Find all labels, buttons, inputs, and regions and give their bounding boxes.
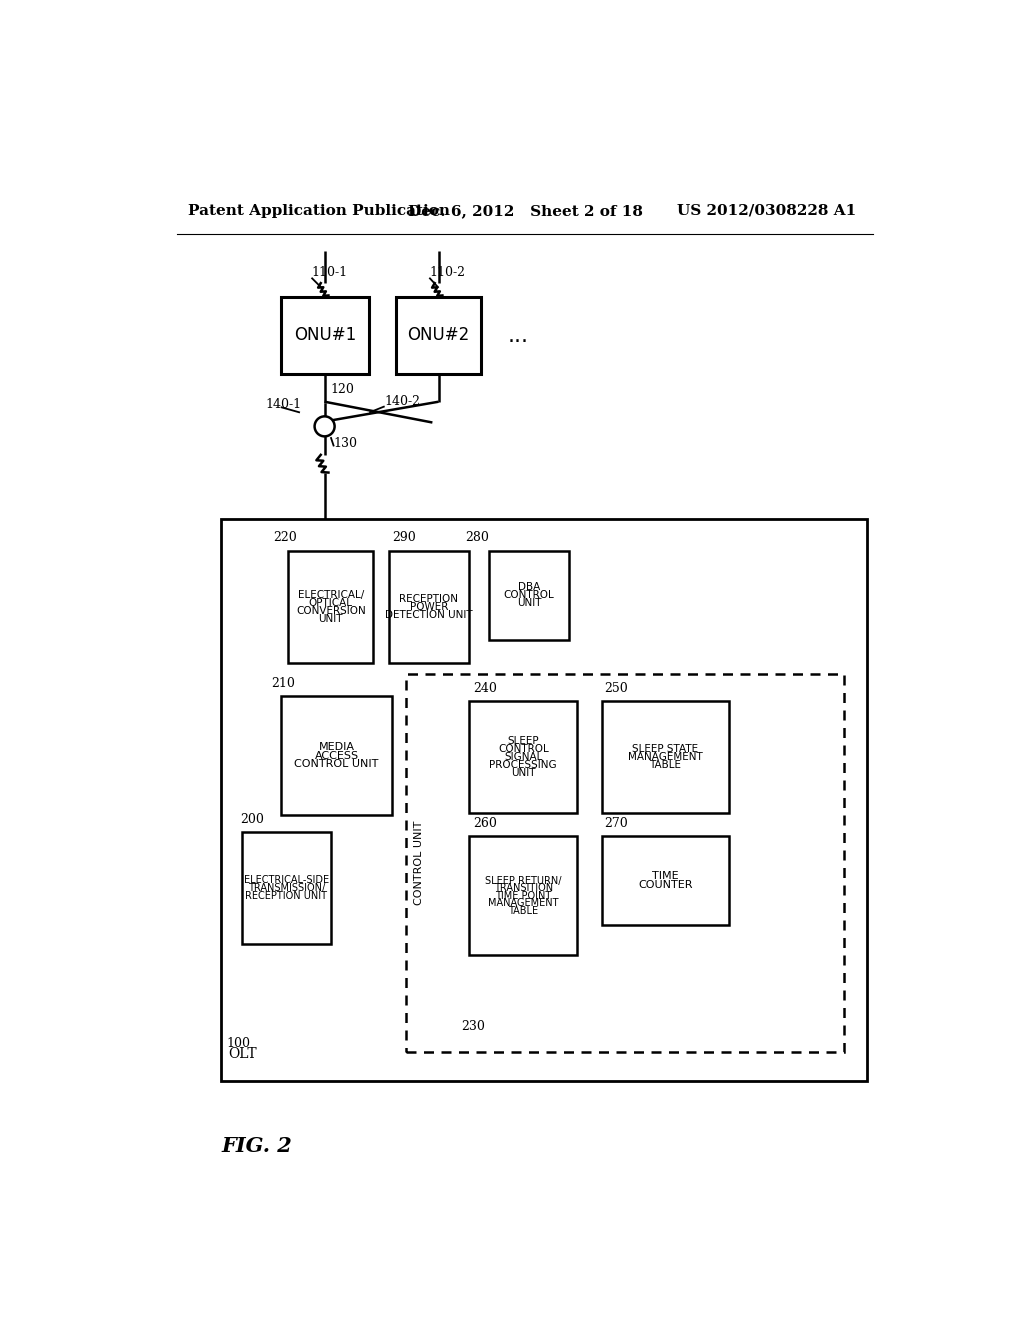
Text: 140-1: 140-1 — [265, 399, 301, 412]
FancyBboxPatch shape — [388, 552, 469, 663]
Text: 270: 270 — [604, 817, 628, 830]
Text: 210: 210 — [271, 677, 295, 690]
Text: CONTROL UNIT: CONTROL UNIT — [414, 821, 424, 906]
Text: SLEEP RETURN/: SLEEP RETURN/ — [485, 875, 561, 886]
Text: TABLE: TABLE — [649, 760, 681, 770]
Text: DETECTION UNIT: DETECTION UNIT — [385, 610, 473, 620]
Text: COUNTER: COUNTER — [638, 879, 692, 890]
Text: ONU#2: ONU#2 — [408, 326, 470, 345]
Text: RECEPTION UNIT: RECEPTION UNIT — [246, 891, 328, 900]
Text: OLT: OLT — [228, 1047, 257, 1061]
Text: 230: 230 — [462, 1020, 485, 1034]
Text: OPTICAL: OPTICAL — [309, 598, 352, 609]
Text: PROCESSING: PROCESSING — [489, 760, 557, 770]
Text: ONU#1: ONU#1 — [294, 326, 356, 345]
Text: 110-2: 110-2 — [429, 265, 465, 279]
Text: 120: 120 — [331, 383, 354, 396]
Text: RECEPTION: RECEPTION — [399, 594, 459, 603]
Text: MANAGEMENT: MANAGEMENT — [628, 752, 702, 762]
FancyBboxPatch shape — [281, 696, 392, 816]
FancyBboxPatch shape — [243, 832, 331, 944]
Text: CONTROL: CONTROL — [504, 590, 554, 601]
Text: SLEEP: SLEEP — [508, 737, 539, 746]
Text: 240: 240 — [473, 681, 497, 694]
Text: US 2012/0308228 A1: US 2012/0308228 A1 — [677, 203, 856, 218]
FancyBboxPatch shape — [281, 297, 370, 374]
Text: TABLE: TABLE — [508, 906, 539, 916]
Text: UNIT: UNIT — [318, 614, 343, 624]
Text: ...: ... — [508, 326, 528, 346]
Text: 250: 250 — [604, 681, 628, 694]
FancyBboxPatch shape — [469, 836, 578, 956]
Text: SIGNAL: SIGNAL — [504, 752, 543, 762]
Text: CONTROL UNIT: CONTROL UNIT — [294, 759, 379, 770]
Text: CONTROL: CONTROL — [498, 744, 549, 754]
Text: Patent Application Publication: Patent Application Publication — [188, 203, 451, 218]
Text: TIME: TIME — [652, 871, 679, 880]
Text: 110-1: 110-1 — [311, 265, 347, 279]
FancyBboxPatch shape — [289, 552, 373, 663]
Text: POWER: POWER — [410, 602, 449, 612]
Text: 290: 290 — [392, 531, 416, 544]
Text: FIG. 2: FIG. 2 — [221, 1135, 292, 1155]
Text: 220: 220 — [273, 531, 297, 544]
FancyBboxPatch shape — [488, 552, 569, 640]
Text: 100: 100 — [226, 1038, 251, 1051]
Text: 130: 130 — [334, 437, 357, 450]
FancyBboxPatch shape — [407, 675, 844, 1052]
Text: CONVERSION: CONVERSION — [296, 606, 366, 616]
Text: 280: 280 — [466, 531, 489, 544]
Text: ELECTRICAL/: ELECTRICAL/ — [298, 590, 364, 599]
FancyBboxPatch shape — [221, 519, 866, 1081]
FancyBboxPatch shape — [396, 297, 481, 374]
Text: 260: 260 — [473, 817, 497, 830]
Text: UNIT: UNIT — [517, 598, 542, 609]
Text: MANAGEMENT: MANAGEMENT — [488, 898, 558, 908]
Text: 200: 200 — [241, 813, 264, 825]
Text: 140-2: 140-2 — [385, 395, 421, 408]
Text: UNIT: UNIT — [511, 768, 536, 779]
FancyBboxPatch shape — [469, 701, 578, 813]
Text: SLEEP STATE: SLEEP STATE — [632, 744, 698, 754]
Text: TRANSMISSION/: TRANSMISSION/ — [248, 883, 325, 892]
Text: MEDIA: MEDIA — [318, 742, 354, 752]
Text: DBA: DBA — [518, 582, 541, 593]
FancyBboxPatch shape — [602, 701, 729, 813]
Text: TRANSITION: TRANSITION — [494, 883, 553, 894]
Text: Dec. 6, 2012   Sheet 2 of 18: Dec. 6, 2012 Sheet 2 of 18 — [408, 203, 643, 218]
Text: ACCESS: ACCESS — [314, 751, 358, 760]
FancyBboxPatch shape — [602, 836, 729, 924]
Text: ELECTRICAL-SIDE: ELECTRICAL-SIDE — [244, 875, 329, 886]
Text: TIME POINT: TIME POINT — [496, 891, 551, 900]
